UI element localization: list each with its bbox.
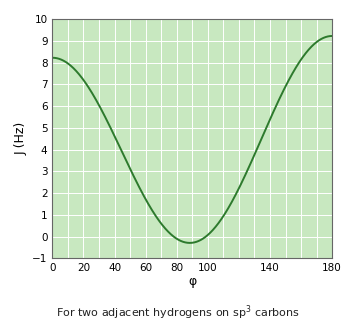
X-axis label: φ: φ [188, 275, 196, 288]
Text: For two adjacent hydrogens on sp$^3$ carbons: For two adjacent hydrogens on sp$^3$ car… [56, 304, 301, 322]
Y-axis label: J (Hz): J (Hz) [15, 122, 28, 155]
